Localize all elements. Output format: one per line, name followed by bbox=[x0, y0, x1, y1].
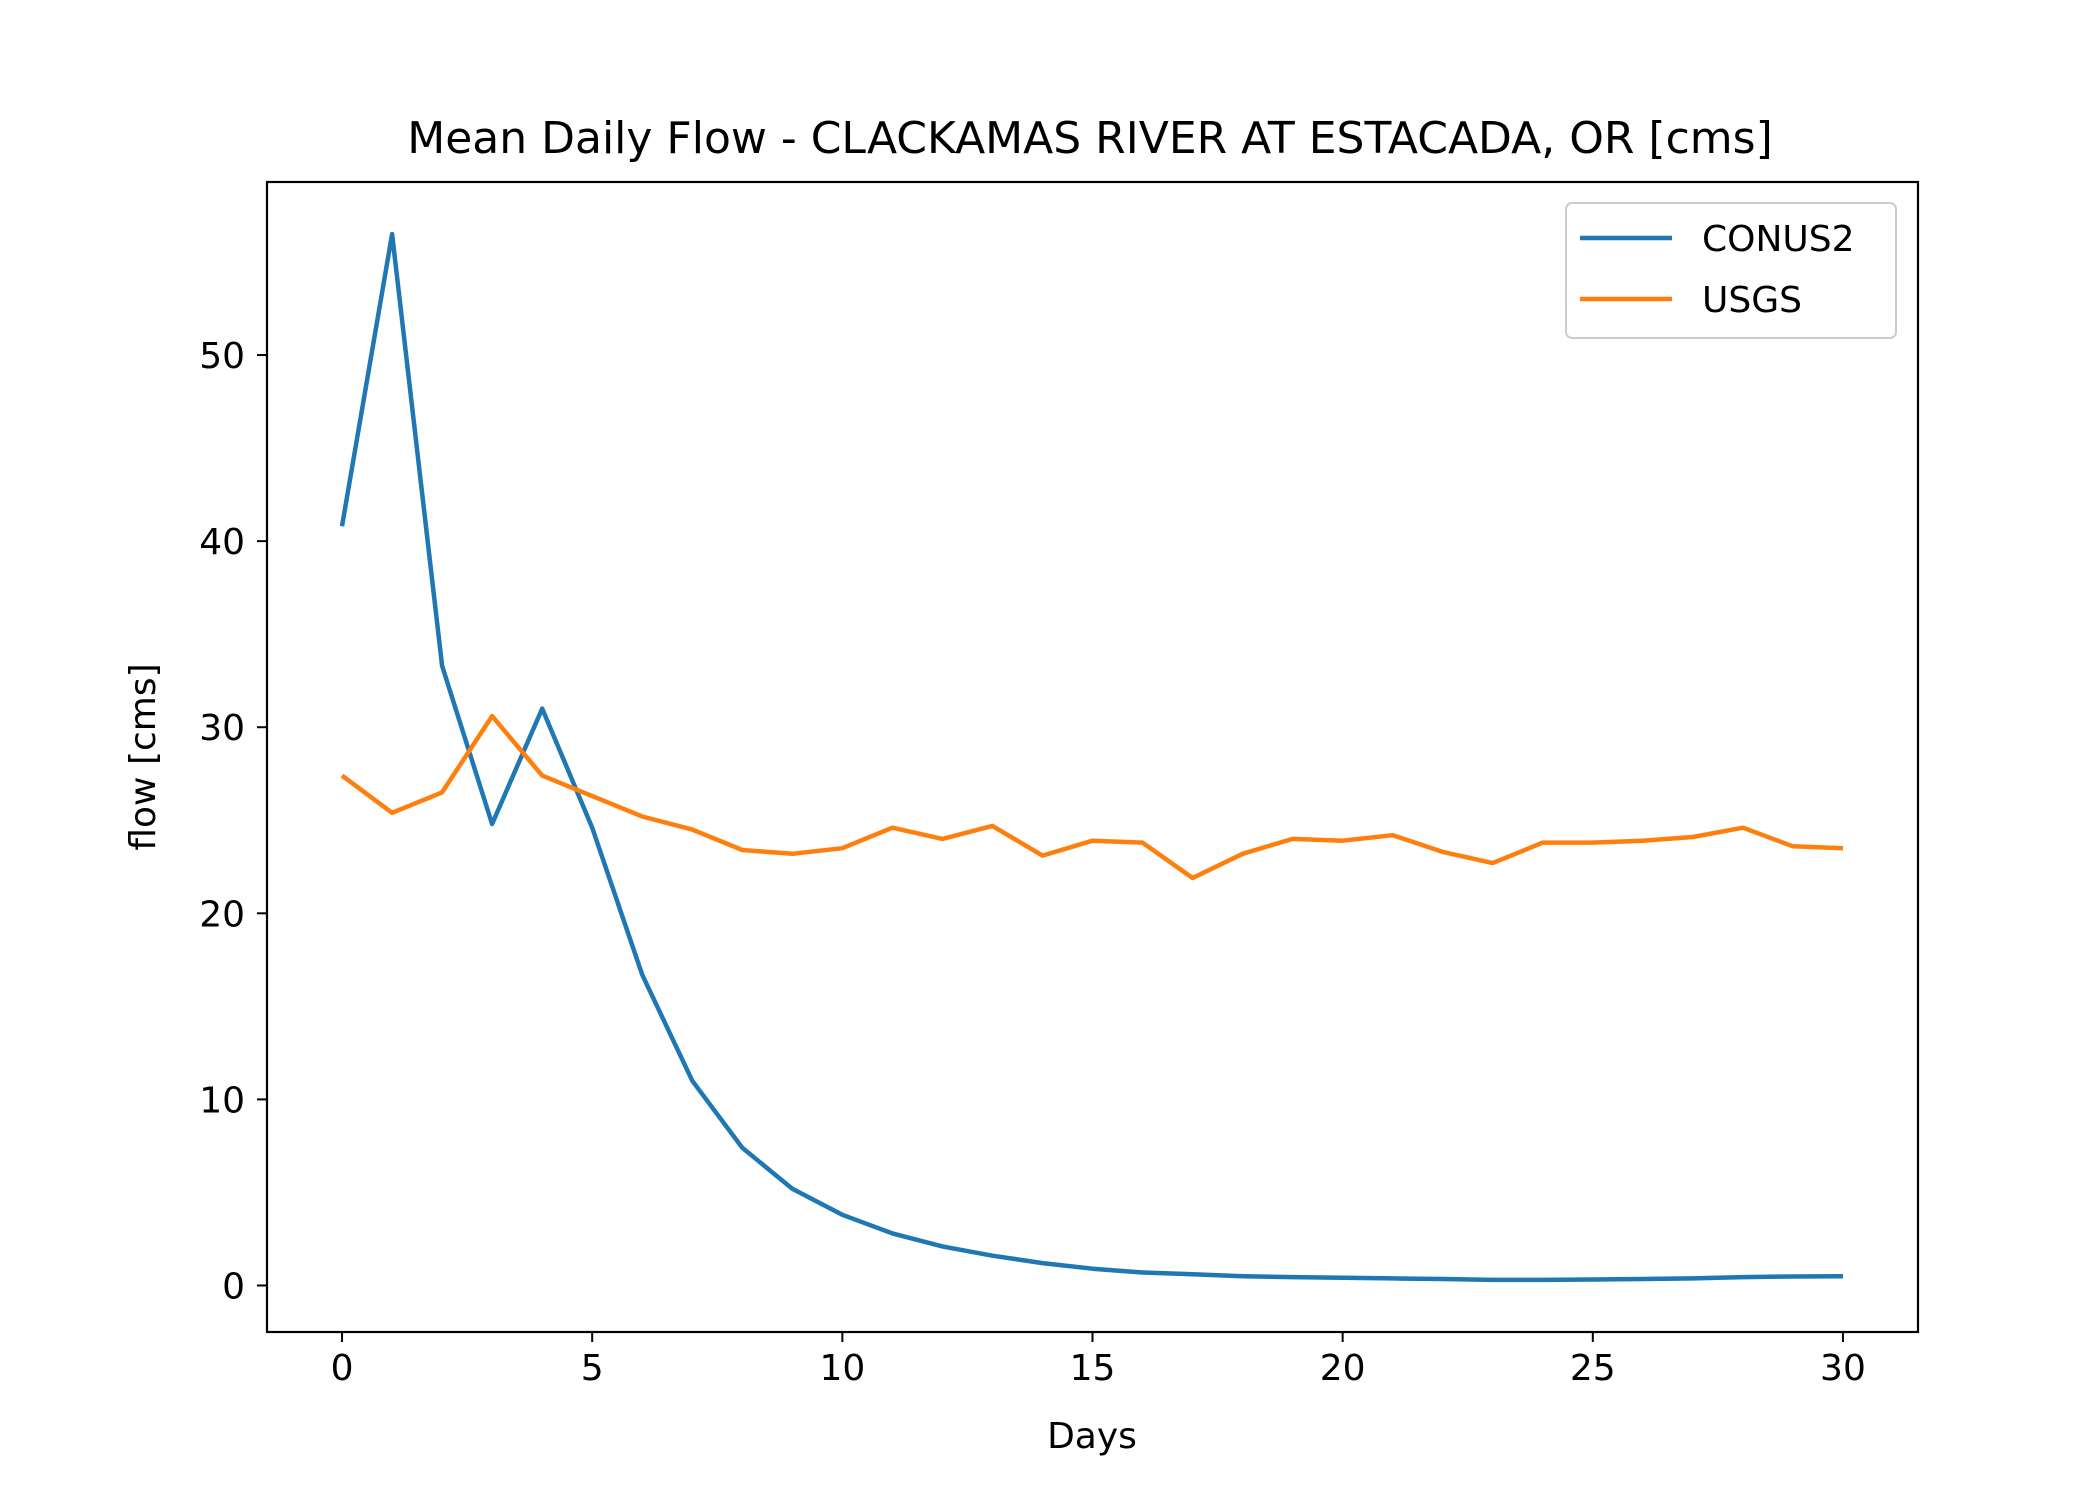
y-tick-label: 0 bbox=[222, 1266, 245, 1307]
x-tick-label: 30 bbox=[1820, 1348, 1866, 1389]
x-tick-label: 15 bbox=[1070, 1348, 1116, 1389]
y-axis-label: flow [cms] bbox=[123, 663, 164, 850]
x-axis: 0 5 10 15 20 25 30 bbox=[331, 1332, 1866, 1389]
legend-label-usgs: USGS bbox=[1702, 280, 1802, 321]
y-axis: 0 10 20 30 40 50 bbox=[199, 336, 267, 1307]
x-tick-label: 25 bbox=[1570, 1348, 1616, 1389]
y-tick-label: 20 bbox=[199, 894, 245, 935]
series-line-conus2 bbox=[339, 231, 1844, 1283]
x-tick-label: 5 bbox=[581, 1348, 604, 1389]
y-tick-label: 10 bbox=[199, 1080, 245, 1121]
y-tick-label: 40 bbox=[199, 522, 245, 563]
plot-series bbox=[339, 231, 1844, 1283]
chart-title: Mean Daily Flow - CLACKAMAS RIVER AT EST… bbox=[407, 113, 1773, 164]
x-axis-label: Days bbox=[1047, 1416, 1137, 1457]
legend-label-conus2: CONUS2 bbox=[1702, 219, 1855, 260]
x-tick-label: 20 bbox=[1320, 1348, 1366, 1389]
legend: CONUS2 USGS bbox=[1565, 202, 1897, 339]
series-line-usgs bbox=[340, 713, 1844, 881]
y-tick-label: 30 bbox=[199, 708, 245, 749]
y-tick-label: 50 bbox=[199, 336, 245, 377]
x-tick-label: 10 bbox=[819, 1348, 865, 1389]
x-tick-label: 0 bbox=[331, 1348, 354, 1389]
